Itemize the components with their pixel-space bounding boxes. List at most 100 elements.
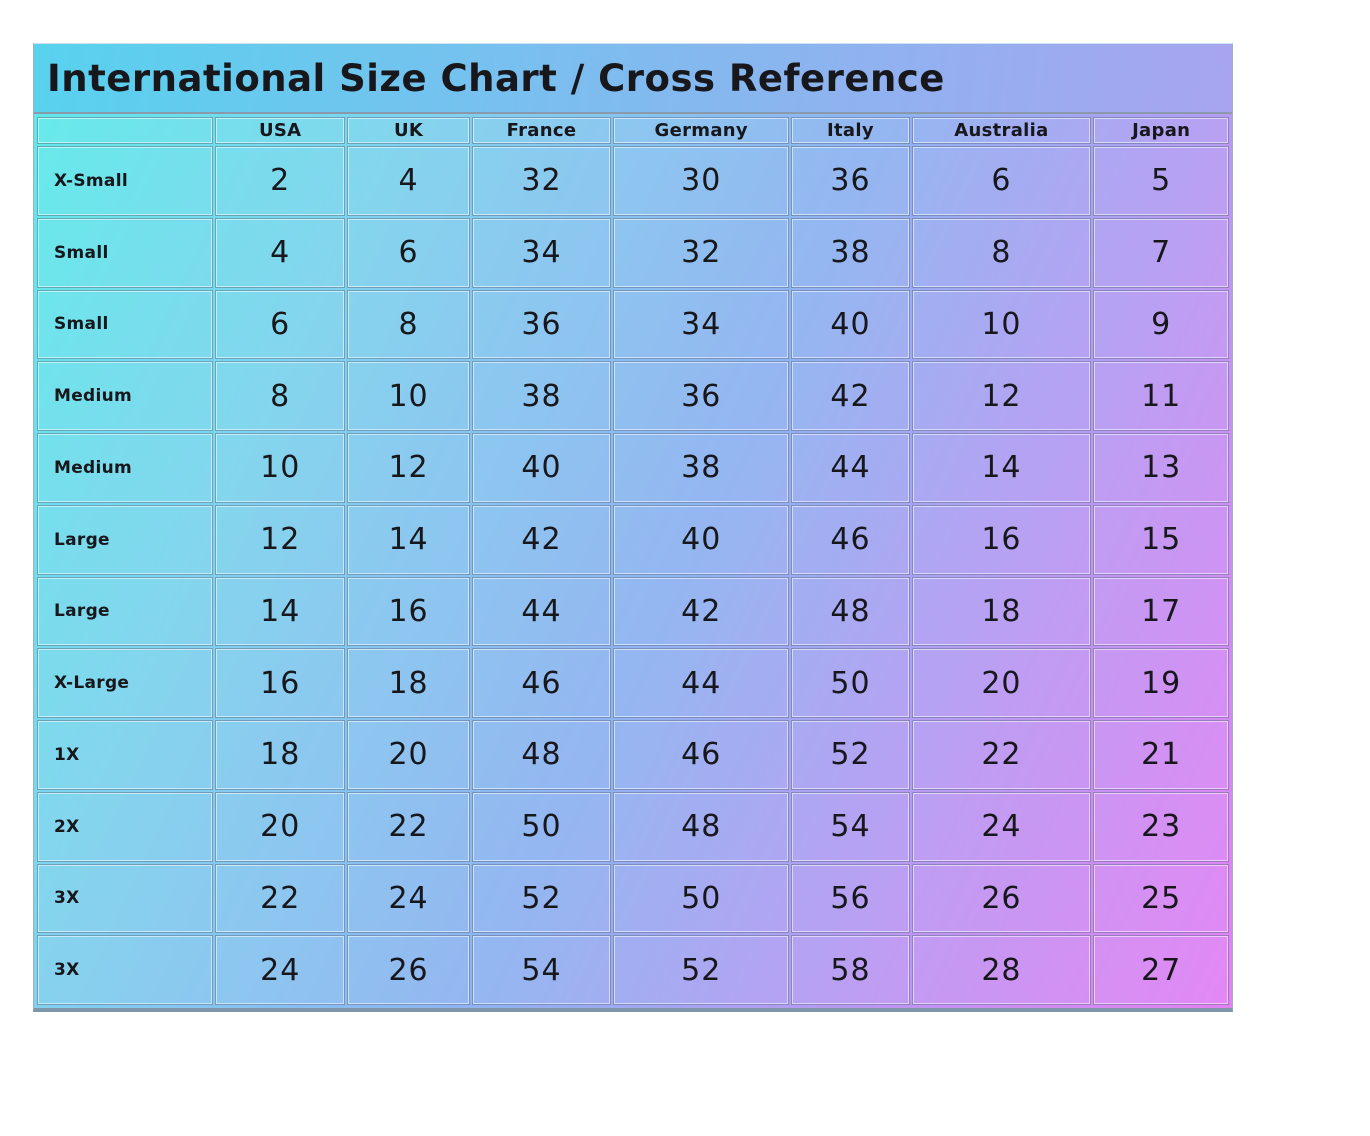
size-value-cell: 20 xyxy=(216,792,345,861)
table-row: 1X 18 20 48 46 52 22 21 xyxy=(38,721,1228,789)
size-value-cell: 6 xyxy=(216,290,345,359)
size-value-cell: 14 xyxy=(348,505,469,574)
size-value-cell: 54 xyxy=(472,936,611,1004)
size-value-cell: 11 xyxy=(1094,362,1228,430)
size-value-cell: 10 xyxy=(216,434,345,502)
size-value-cell: 22 xyxy=(216,864,345,933)
size-value-cell: 25 xyxy=(1094,864,1228,933)
size-value-cell: 44 xyxy=(614,649,789,717)
size-value-cell: 48 xyxy=(792,577,909,646)
size-value-cell: 5 xyxy=(1094,147,1228,215)
size-value-cell: 10 xyxy=(348,362,469,430)
size-value-cell: 40 xyxy=(614,505,789,574)
size-chart-grid: USA UK France Germany Italy Australia Japan X-… xyxy=(34,114,1232,1008)
size-value-cell: 34 xyxy=(614,290,789,359)
size-label-cell: Large xyxy=(38,577,213,646)
size-value-cell: 28 xyxy=(912,936,1091,1004)
size-value-cell: 7 xyxy=(1094,218,1228,287)
size-value-cell: 38 xyxy=(614,434,789,502)
size-value-cell: 52 xyxy=(472,864,611,933)
column-header-japan: Japan xyxy=(1094,118,1228,143)
size-value-cell: 56 xyxy=(792,864,909,933)
size-label-cell: Medium xyxy=(38,362,213,430)
size-value-cell: 12 xyxy=(348,434,469,502)
size-label-cell: 1X xyxy=(38,721,213,789)
size-table-head: USA UK France Germany Italy Australia Japan xyxy=(38,118,1228,143)
corner-header-cell xyxy=(38,118,213,143)
size-value-cell: 58 xyxy=(792,936,909,1004)
column-header-italy: Italy xyxy=(792,118,909,143)
table-row: 2X 20 22 50 48 54 24 23 xyxy=(38,792,1228,861)
size-value-cell: 32 xyxy=(614,218,789,287)
column-header-usa: USA xyxy=(216,118,345,143)
size-value-cell: 42 xyxy=(472,505,611,574)
size-value-cell: 34 xyxy=(472,218,611,287)
size-value-cell: 16 xyxy=(216,649,345,717)
size-value-cell: 4 xyxy=(216,218,345,287)
table-row: 3X 24 26 54 52 58 28 27 xyxy=(38,936,1228,1004)
table-row: Small 6 8 36 34 40 10 9 xyxy=(38,290,1228,359)
size-value-cell: 42 xyxy=(614,577,789,646)
size-value-cell: 8 xyxy=(348,290,469,359)
size-value-cell: 16 xyxy=(912,505,1091,574)
size-value-cell: 24 xyxy=(912,792,1091,861)
size-value-cell: 22 xyxy=(912,721,1091,789)
size-value-cell: 18 xyxy=(348,649,469,717)
size-value-cell: 21 xyxy=(1094,721,1228,789)
size-label-cell: Small xyxy=(38,290,213,359)
size-value-cell: 46 xyxy=(614,721,789,789)
size-label-cell: Large xyxy=(38,505,213,574)
size-value-cell: 46 xyxy=(472,649,611,717)
table-row: Small 4 6 34 32 38 8 7 xyxy=(38,218,1228,287)
size-value-cell: 50 xyxy=(614,864,789,933)
size-value-cell: 48 xyxy=(614,792,789,861)
size-value-cell: 50 xyxy=(792,649,909,717)
size-label-cell: Small xyxy=(38,218,213,287)
size-value-cell: 19 xyxy=(1094,649,1228,717)
size-value-cell: 52 xyxy=(614,936,789,1004)
size-value-cell: 14 xyxy=(216,577,345,646)
size-value-cell: 50 xyxy=(472,792,611,861)
table-row: X-Small 2 4 32 30 36 6 5 xyxy=(38,147,1228,215)
size-value-cell: 26 xyxy=(348,936,469,1004)
size-value-cell: 18 xyxy=(216,721,345,789)
size-value-cell: 10 xyxy=(912,290,1091,359)
size-value-cell: 24 xyxy=(216,936,345,1004)
size-value-cell: 20 xyxy=(348,721,469,789)
size-value-cell: 38 xyxy=(792,218,909,287)
size-label-cell: 3X xyxy=(38,864,213,933)
size-value-cell: 9 xyxy=(1094,290,1228,359)
size-value-cell: 46 xyxy=(792,505,909,574)
size-value-cell: 23 xyxy=(1094,792,1228,861)
size-value-cell: 36 xyxy=(792,147,909,215)
size-value-cell: 12 xyxy=(912,362,1091,430)
size-value-cell: 4 xyxy=(348,147,469,215)
size-conversion-table: USA UK France Germany Italy Australia Japan X-… xyxy=(34,114,1232,1008)
column-header-uk: UK xyxy=(348,118,469,143)
size-label-cell: Medium xyxy=(38,434,213,502)
size-value-cell: 26 xyxy=(912,864,1091,933)
size-value-cell: 36 xyxy=(614,362,789,430)
size-label-cell: 3X xyxy=(38,936,213,1004)
chart-title-bar: International Size Chart / Cross Referen… xyxy=(34,44,1232,114)
size-value-cell: 24 xyxy=(348,864,469,933)
size-value-cell: 18 xyxy=(912,577,1091,646)
size-value-cell: 48 xyxy=(472,721,611,789)
size-label-cell: 2X xyxy=(38,792,213,861)
size-value-cell: 52 xyxy=(792,721,909,789)
size-value-cell: 14 xyxy=(912,434,1091,502)
table-row: 3X 22 24 52 50 56 26 25 xyxy=(38,864,1228,933)
size-value-cell: 44 xyxy=(472,577,611,646)
table-row: X-Large 16 18 46 44 50 20 19 xyxy=(38,649,1228,717)
page-title: International Size Chart / Cross Referen… xyxy=(47,56,945,100)
table-row: Medium 8 10 38 36 42 12 11 xyxy=(38,362,1228,430)
table-row: Medium 10 12 40 38 44 14 13 xyxy=(38,434,1228,502)
size-value-cell: 32 xyxy=(472,147,611,215)
size-value-cell: 44 xyxy=(792,434,909,502)
size-value-cell: 13 xyxy=(1094,434,1228,502)
column-header-france: France xyxy=(472,118,611,143)
size-value-cell: 27 xyxy=(1094,936,1228,1004)
size-value-cell: 12 xyxy=(216,505,345,574)
column-header-germany: Germany xyxy=(614,118,789,143)
size-value-cell: 17 xyxy=(1094,577,1228,646)
